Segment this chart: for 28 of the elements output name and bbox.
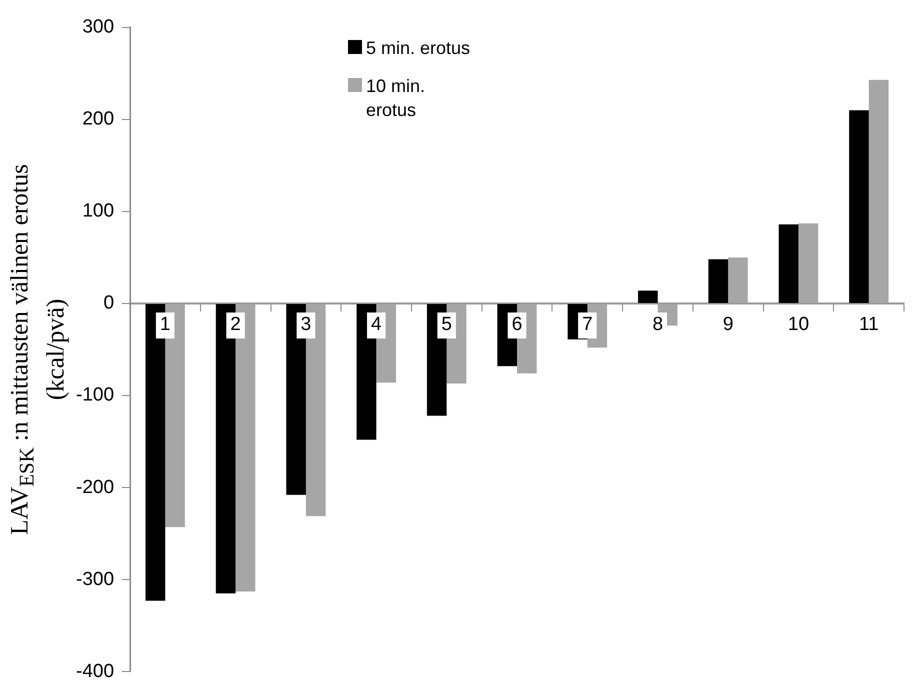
x-tick-label: 1 xyxy=(160,314,170,336)
x-tick-label: 3 xyxy=(300,314,312,336)
x-tick-label: 7 xyxy=(582,314,593,336)
bar xyxy=(849,110,869,303)
y-tick-label: -100 xyxy=(76,384,114,406)
bar xyxy=(868,80,889,303)
x-tick-label: 4 xyxy=(371,314,382,336)
legend-label: 10 min. erotus xyxy=(366,75,426,122)
bar xyxy=(638,290,658,303)
legend-label: 5 min. erotus xyxy=(366,37,470,60)
y-tick-label: 0 xyxy=(103,292,114,314)
y-tick-label: -300 xyxy=(76,568,114,590)
x-tick-label: 9 xyxy=(722,314,734,336)
bar xyxy=(798,223,818,303)
x-tick-label: 6 xyxy=(512,314,522,336)
y-tick-label: -400 xyxy=(76,660,114,682)
bar xyxy=(728,257,748,303)
y-tick-label: 300 xyxy=(82,16,114,38)
bar xyxy=(778,224,798,303)
y-tick-label: 100 xyxy=(82,200,114,222)
x-tick-label: 2 xyxy=(230,314,241,336)
y-tick-label: -200 xyxy=(76,476,114,498)
x-tick-label: 5 xyxy=(441,314,452,336)
x-tick-label: 8 xyxy=(652,314,664,336)
y-tick-label: 200 xyxy=(82,108,114,130)
bar xyxy=(708,259,728,303)
x-tick-label: 11 xyxy=(858,314,879,336)
x-tick-label: 10 xyxy=(788,314,810,336)
